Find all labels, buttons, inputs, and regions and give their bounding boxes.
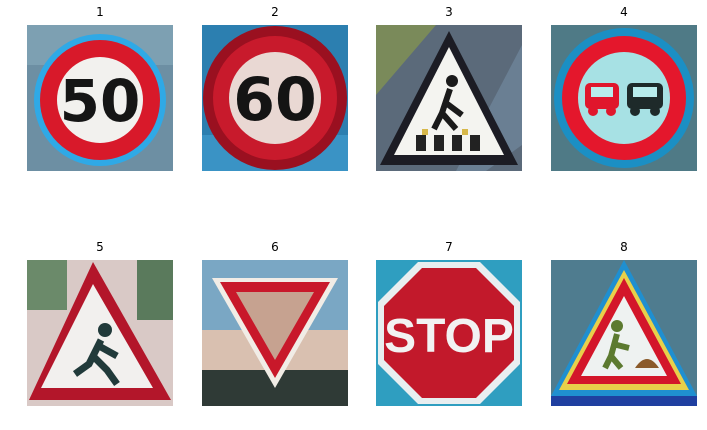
road-work-sign-icon xyxy=(551,260,697,406)
yield-sign-icon xyxy=(202,260,348,406)
pedestrian-crossing-sign-icon xyxy=(376,25,522,171)
svg-text:50: 50 xyxy=(60,67,141,135)
svg-text:60: 60 xyxy=(233,65,317,135)
no-passing-sign-icon xyxy=(551,25,697,171)
panel-title: 5 xyxy=(96,240,104,254)
speed-limit-60-sign-icon: 60 xyxy=(202,25,348,171)
panel-title: 8 xyxy=(620,240,628,254)
panel-title: 6 xyxy=(271,240,279,254)
svg-text:STOP: STOP xyxy=(384,310,514,363)
stop-sign-icon: STOP xyxy=(376,260,522,406)
panel-title: 2 xyxy=(271,5,279,19)
panel-title: 4 xyxy=(620,5,628,19)
children-crossing-sign-icon xyxy=(27,260,173,406)
panel-title: 1 xyxy=(96,5,104,19)
speed-limit-50-sign-icon: 50 xyxy=(27,25,173,171)
panel-title: 3 xyxy=(445,5,453,19)
panel-title: 7 xyxy=(445,240,453,254)
